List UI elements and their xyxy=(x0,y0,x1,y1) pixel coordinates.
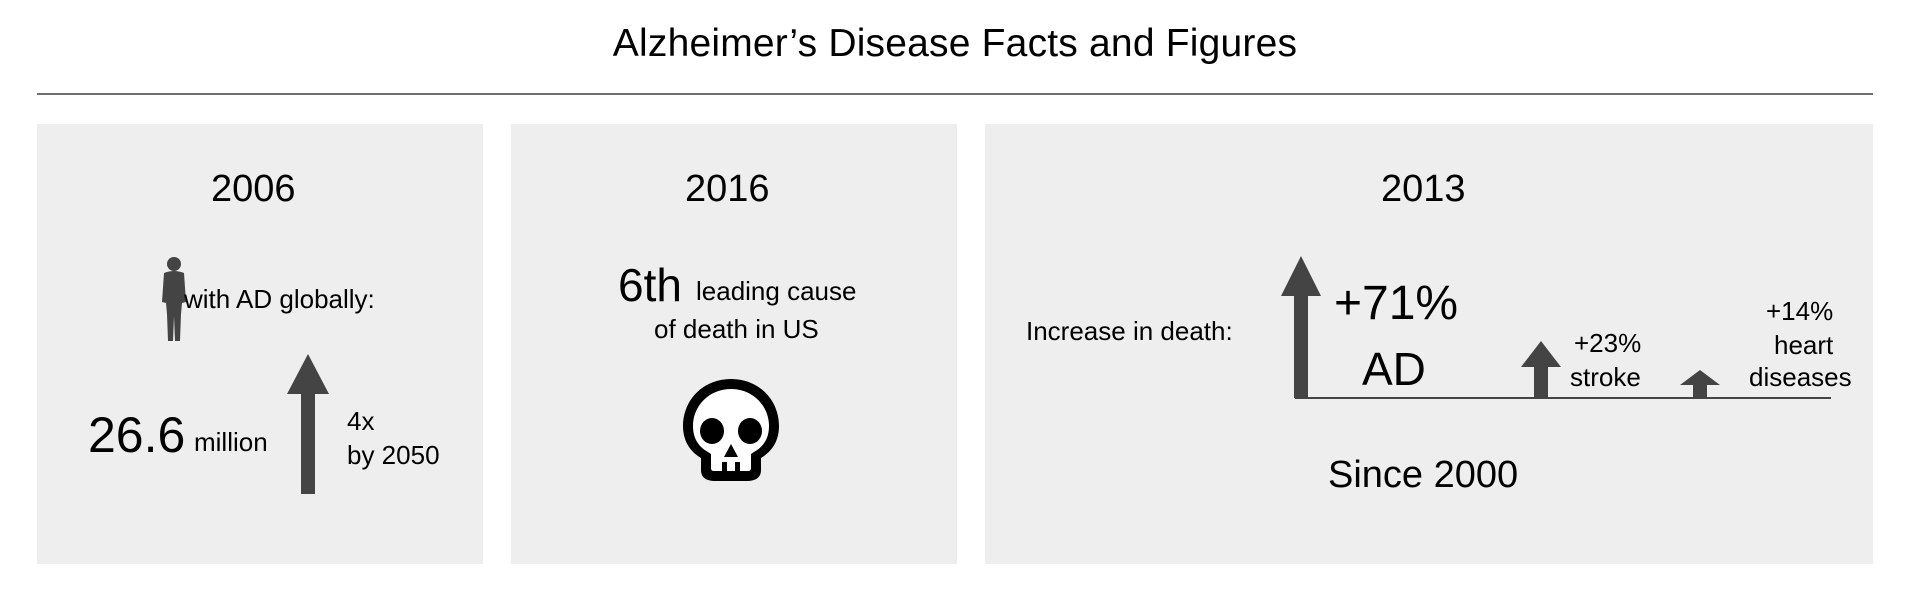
panel-year: 2016 xyxy=(685,168,770,210)
death-increase-label: Increase in death: xyxy=(1026,316,1233,346)
ad-increase-value: +71% xyxy=(1334,277,1459,330)
since-label: Since 2000 xyxy=(1328,454,1519,496)
panel-2013: 2013 Increase in death: +71% AD +23% str… xyxy=(985,124,1873,564)
page-title: Alzheimer’s Disease Facts and Figures xyxy=(612,22,1298,65)
heart-increase-name-line2: diseases xyxy=(1749,362,1852,392)
heart-increase-value: +14% xyxy=(1766,296,1834,326)
panel-2006: 2006 with AD globally: 26.6 million 4x b… xyxy=(37,124,483,564)
person-silhouette-icon xyxy=(162,257,186,341)
panel-year: 2013 xyxy=(1381,168,1466,210)
baseline xyxy=(1295,397,1831,399)
ad-increase-name: AD xyxy=(1362,343,1426,395)
stroke-increase-name: stroke xyxy=(1570,362,1641,392)
growth-horizon: by 2050 xyxy=(347,440,440,470)
panel-year: 2006 xyxy=(211,168,296,210)
cause-rank: 6th xyxy=(618,259,682,311)
title-divider xyxy=(37,93,1873,95)
heart-increase-name-line1: heart xyxy=(1774,330,1834,360)
stroke-increase-value: +23% xyxy=(1574,328,1642,358)
case-count-unit: million xyxy=(194,427,268,457)
growth-multiplier: 4x xyxy=(347,406,375,436)
heart-increase-arrow xyxy=(1680,370,1720,398)
case-count: 26.6 xyxy=(88,407,186,463)
ad-increase-arrow xyxy=(1281,256,1321,398)
panel-2016: 2016 6th leading cause of death in US xyxy=(511,124,957,564)
up-arrow-icon xyxy=(287,354,329,494)
global-cases-caption: with AD globally: xyxy=(184,284,375,314)
cause-text-line1: leading cause xyxy=(696,276,857,306)
cause-text-line2: of death in US xyxy=(654,314,819,344)
stroke-increase-arrow xyxy=(1521,341,1561,398)
skull-icon xyxy=(683,379,779,481)
